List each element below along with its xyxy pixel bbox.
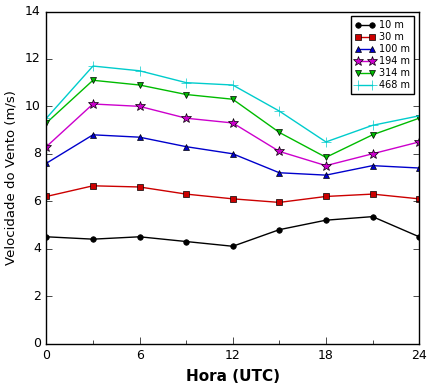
468 m xyxy=(230,83,235,88)
100 m xyxy=(230,151,235,156)
468 m xyxy=(137,68,142,73)
Line: 468 m: 468 m xyxy=(41,61,424,147)
10 m xyxy=(323,218,328,223)
194 m xyxy=(277,149,282,154)
100 m xyxy=(184,144,189,149)
30 m xyxy=(416,196,422,201)
10 m xyxy=(230,244,235,249)
314 m xyxy=(323,155,328,159)
194 m xyxy=(44,144,49,149)
194 m xyxy=(184,116,189,121)
10 m xyxy=(90,237,95,242)
194 m xyxy=(137,104,142,109)
468 m xyxy=(323,140,328,144)
10 m xyxy=(137,235,142,239)
30 m xyxy=(323,194,328,199)
314 m xyxy=(230,97,235,102)
30 m xyxy=(230,196,235,201)
Y-axis label: Velocidade do Vento (m/s): Velocidade do Vento (m/s) xyxy=(5,90,18,265)
468 m xyxy=(184,80,189,85)
100 m xyxy=(137,135,142,140)
100 m xyxy=(323,173,328,177)
30 m xyxy=(137,185,142,189)
314 m xyxy=(416,116,422,121)
30 m xyxy=(277,200,282,205)
314 m xyxy=(370,133,375,137)
Line: 314 m: 314 m xyxy=(43,77,422,161)
10 m xyxy=(277,227,282,232)
Line: 100 m: 100 m xyxy=(43,131,422,179)
10 m xyxy=(370,214,375,219)
100 m xyxy=(416,166,422,170)
10 m xyxy=(44,235,49,239)
314 m xyxy=(137,83,142,88)
30 m xyxy=(44,194,49,199)
100 m xyxy=(90,133,95,137)
X-axis label: Hora (UTC): Hora (UTC) xyxy=(186,369,280,384)
468 m xyxy=(277,109,282,114)
314 m xyxy=(90,78,95,82)
468 m xyxy=(416,114,422,118)
100 m xyxy=(370,163,375,168)
Line: 10 m: 10 m xyxy=(44,214,422,249)
468 m xyxy=(370,123,375,128)
314 m xyxy=(277,130,282,135)
Legend: 10 m, 30 m, 100 m, 194 m, 314 m, 468 m: 10 m, 30 m, 100 m, 194 m, 314 m, 468 m xyxy=(351,16,414,94)
100 m xyxy=(277,170,282,175)
314 m xyxy=(184,92,189,97)
10 m xyxy=(416,235,422,239)
30 m xyxy=(370,192,375,196)
194 m xyxy=(230,121,235,125)
468 m xyxy=(44,116,49,121)
194 m xyxy=(370,151,375,156)
194 m xyxy=(416,140,422,144)
100 m xyxy=(44,161,49,166)
314 m xyxy=(44,121,49,125)
194 m xyxy=(90,102,95,106)
Line: 30 m: 30 m xyxy=(44,183,422,205)
468 m xyxy=(90,64,95,68)
Line: 194 m: 194 m xyxy=(41,99,424,170)
194 m xyxy=(323,163,328,168)
30 m xyxy=(90,184,95,188)
30 m xyxy=(184,192,189,196)
10 m xyxy=(184,239,189,244)
